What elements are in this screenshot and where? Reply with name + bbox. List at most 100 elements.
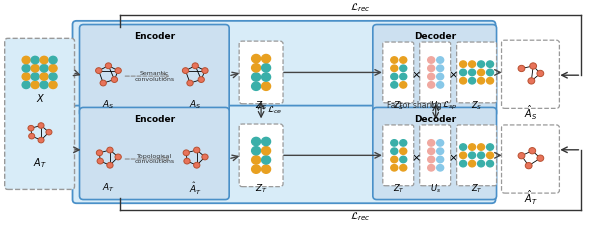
Text: $A_T$: $A_T$ xyxy=(33,156,46,170)
Circle shape xyxy=(183,150,190,156)
Circle shape xyxy=(460,160,467,167)
FancyBboxPatch shape xyxy=(457,42,497,103)
Text: $\times$: $\times$ xyxy=(411,70,421,80)
Text: $A_S$: $A_S$ xyxy=(189,98,202,111)
Circle shape xyxy=(469,160,476,167)
Text: $Z_S$: $Z_S$ xyxy=(393,99,404,112)
Circle shape xyxy=(525,162,532,169)
Text: $\times$: $\times$ xyxy=(448,70,458,80)
Circle shape xyxy=(28,125,34,131)
Circle shape xyxy=(187,80,193,86)
Circle shape xyxy=(251,137,260,146)
Circle shape xyxy=(518,153,525,159)
Circle shape xyxy=(22,73,30,80)
Circle shape xyxy=(251,73,260,81)
Text: Topological
convolutions: Topological convolutions xyxy=(134,154,175,164)
Text: $\times$: $\times$ xyxy=(411,153,421,163)
Circle shape xyxy=(391,65,398,72)
FancyBboxPatch shape xyxy=(373,107,497,200)
FancyBboxPatch shape xyxy=(502,125,559,193)
Circle shape xyxy=(400,164,407,171)
Text: $\mathcal{L}_{rec}$: $\mathcal{L}_{rec}$ xyxy=(350,2,370,14)
Circle shape xyxy=(106,63,112,69)
Text: $\mathcal{L}_{sp}$: $\mathcal{L}_{sp}$ xyxy=(442,99,457,112)
FancyBboxPatch shape xyxy=(80,25,229,117)
Text: X: X xyxy=(36,94,43,104)
Circle shape xyxy=(40,73,48,80)
Circle shape xyxy=(428,156,434,163)
Circle shape xyxy=(391,156,398,163)
Text: Encoder: Encoder xyxy=(134,32,175,41)
Circle shape xyxy=(40,81,48,89)
Circle shape xyxy=(537,155,544,161)
Circle shape xyxy=(478,61,485,67)
Circle shape xyxy=(428,164,434,171)
Text: Semantic
convolutions: Semantic convolutions xyxy=(134,71,175,81)
Circle shape xyxy=(391,164,398,171)
Circle shape xyxy=(251,64,260,72)
Circle shape xyxy=(391,140,398,146)
Circle shape xyxy=(487,77,494,84)
FancyBboxPatch shape xyxy=(239,124,283,187)
Circle shape xyxy=(400,82,407,88)
Circle shape xyxy=(391,57,398,63)
FancyBboxPatch shape xyxy=(73,106,496,203)
FancyBboxPatch shape xyxy=(373,25,497,117)
Circle shape xyxy=(31,65,39,72)
Circle shape xyxy=(437,57,443,63)
Circle shape xyxy=(202,154,208,160)
Circle shape xyxy=(437,164,443,171)
Circle shape xyxy=(262,82,271,90)
Text: $U_s$: $U_s$ xyxy=(430,182,441,195)
Circle shape xyxy=(202,68,208,74)
Circle shape xyxy=(40,56,48,64)
Text: $\mathcal{L}_{ce}$: $\mathcal{L}_{ce}$ xyxy=(267,104,283,116)
FancyBboxPatch shape xyxy=(73,21,496,119)
Circle shape xyxy=(428,65,434,72)
Circle shape xyxy=(469,61,476,67)
Circle shape xyxy=(437,73,443,80)
Circle shape xyxy=(251,156,260,164)
Circle shape xyxy=(100,80,106,86)
Circle shape xyxy=(529,148,536,154)
Circle shape xyxy=(49,73,57,80)
Text: $\hat{A}_T$: $\hat{A}_T$ xyxy=(189,181,202,197)
FancyBboxPatch shape xyxy=(420,125,451,186)
Circle shape xyxy=(487,69,494,76)
Circle shape xyxy=(38,137,44,143)
Circle shape xyxy=(400,148,407,154)
Circle shape xyxy=(391,82,398,88)
Circle shape xyxy=(262,156,271,164)
Circle shape xyxy=(478,77,485,84)
Circle shape xyxy=(95,68,102,74)
Circle shape xyxy=(97,158,103,164)
Circle shape xyxy=(262,54,271,63)
Circle shape xyxy=(251,146,260,155)
Circle shape xyxy=(184,158,190,164)
Circle shape xyxy=(428,73,434,80)
Text: Encoder: Encoder xyxy=(134,115,175,124)
Text: $A_T$: $A_T$ xyxy=(102,181,115,194)
Circle shape xyxy=(460,144,467,150)
Circle shape xyxy=(251,165,260,173)
FancyBboxPatch shape xyxy=(457,125,497,186)
Circle shape xyxy=(478,144,485,150)
Circle shape xyxy=(194,147,200,153)
Circle shape xyxy=(29,133,35,139)
FancyBboxPatch shape xyxy=(502,40,559,108)
Circle shape xyxy=(428,140,434,146)
Circle shape xyxy=(400,156,407,163)
Circle shape xyxy=(487,144,494,150)
FancyBboxPatch shape xyxy=(5,38,74,189)
Circle shape xyxy=(487,160,494,167)
Circle shape xyxy=(487,61,494,67)
Circle shape xyxy=(437,65,443,72)
Circle shape xyxy=(262,73,271,81)
Circle shape xyxy=(469,77,476,84)
Circle shape xyxy=(40,65,48,72)
Circle shape xyxy=(391,148,398,154)
Circle shape xyxy=(194,162,200,168)
Circle shape xyxy=(469,152,476,159)
Circle shape xyxy=(518,65,525,72)
Circle shape xyxy=(469,144,476,150)
